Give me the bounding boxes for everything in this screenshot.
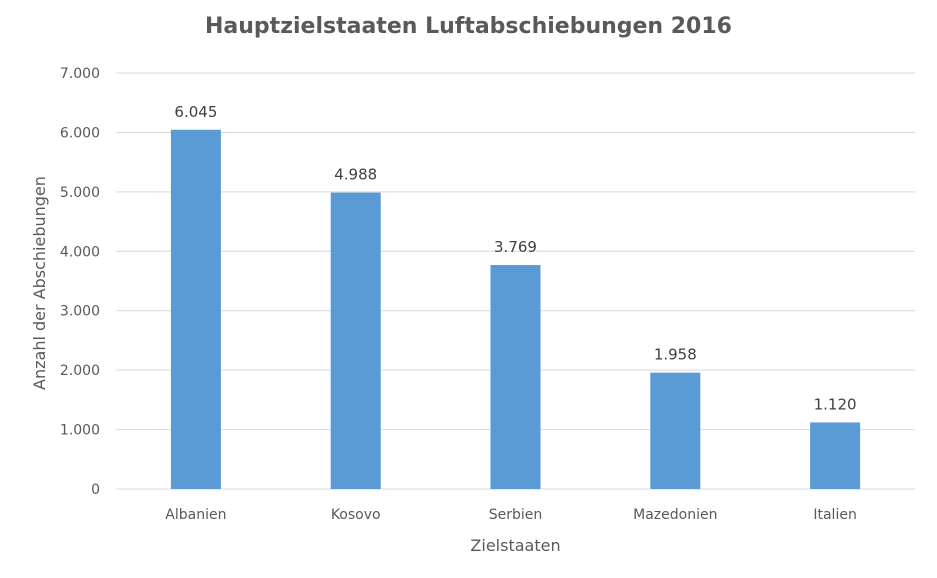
y-tick-label: 4.000: [60, 244, 100, 260]
chart-title: Hauptzielstaaten Luftabschiebungen 2016: [205, 14, 732, 39]
x-tick-label: Albanien: [165, 507, 226, 523]
x-tick-label: Mazedonien: [633, 507, 717, 523]
y-tick-label: 3.000: [60, 304, 100, 320]
bar: [650, 372, 701, 489]
bar: [810, 422, 861, 489]
bar: [490, 265, 541, 489]
x-tick-label: Italien: [813, 507, 856, 523]
y-tick-label: 7.000: [60, 66, 100, 82]
bar: [330, 192, 381, 489]
y-tick-label: 1.000: [60, 423, 100, 439]
y-tick-label: 0: [91, 482, 100, 498]
data-label: 6.045: [174, 103, 217, 121]
x-tick-label: Serbien: [489, 507, 543, 523]
data-label: 1.120: [814, 395, 857, 413]
data-label: 4.988: [334, 166, 377, 184]
y-tick-label: 6.000: [60, 125, 100, 141]
y-tick-label: 2.000: [60, 363, 100, 379]
data-label: 1.958: [654, 346, 697, 364]
bar: [170, 129, 221, 490]
data-label: 3.769: [494, 238, 537, 256]
x-tick-label: Kosovo: [331, 507, 381, 523]
y-tick-label: 5.000: [60, 185, 100, 201]
x-axis-title: Zielstaaten: [470, 536, 560, 555]
y-axis-title: Anzahl der Abschiebungen: [30, 176, 49, 390]
